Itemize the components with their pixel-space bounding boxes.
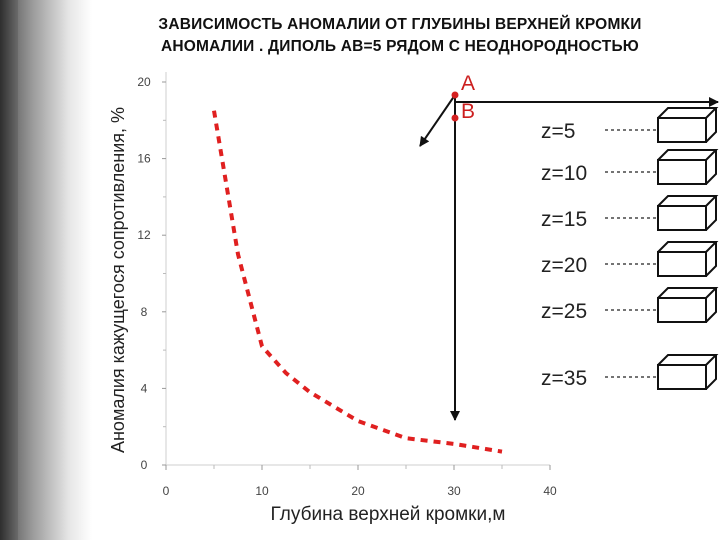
box-top-face — [657, 354, 719, 366]
anomaly-body-box — [657, 149, 719, 185]
depth-label: z=5 — [541, 120, 575, 143]
box-side-face — [705, 355, 717, 390]
box-side-face — [705, 288, 717, 323]
box-front-face — [657, 159, 707, 185]
electrode-a-label: A — [461, 72, 475, 95]
depth-label: z=35 — [541, 367, 587, 390]
depth-row: z=20 — [541, 241, 719, 277]
box-front-face — [657, 297, 707, 323]
box-top-face — [657, 195, 719, 207]
depth-row: z=10 — [541, 149, 719, 185]
electrode-a-point — [451, 91, 459, 99]
y-tick-label: 20 — [137, 75, 151, 89]
depth-row: z=35 — [541, 354, 719, 390]
slide-title: ЗАВИСИМОСТЬ АНОМАЛИИ ОТ ГЛУБИНЫ ВЕРХНЕЙ … — [95, 14, 705, 58]
x-axis-label: Глубина верхней кромки,м — [271, 504, 506, 525]
y-tick-label: 4 — [141, 381, 148, 395]
plot-frame — [165, 72, 550, 466]
y-tick-label: 8 — [141, 305, 148, 319]
dipole-schematic: A B z=5 z=10 z=15 z=20 z=25 z=35 — [419, 72, 719, 421]
depth-row: z=15 — [541, 195, 719, 231]
anomaly-body-box — [657, 241, 719, 277]
anomaly-body-box — [657, 287, 719, 323]
electrode-b-point — [451, 114, 459, 122]
anomaly-body-box — [657, 354, 719, 390]
box-front-face — [657, 251, 707, 277]
depth-label: z=10 — [541, 162, 587, 185]
box-front-face — [657, 117, 707, 143]
box-side-face — [705, 150, 717, 185]
box-top-face — [657, 149, 719, 161]
left-decorative-edge — [0, 0, 18, 540]
box-top-face — [657, 241, 719, 253]
diagonal-arrow — [419, 94, 456, 147]
depth-row: z=5 — [541, 107, 719, 143]
title-line-2: АНОМАЛИИ . ДИПОЛЬ АВ=5 РЯДОМ С НЕОДНОРОД… — [161, 38, 639, 55]
y-tick-label: 16 — [137, 152, 151, 166]
depth-label: z=20 — [541, 254, 587, 277]
x-tick-label: 10 — [255, 484, 269, 498]
box-top-face — [657, 107, 719, 119]
depth-label: z=25 — [541, 300, 587, 323]
box-front-face — [657, 205, 707, 231]
y-tick-label: 12 — [137, 228, 151, 242]
y-tick-label: 0 — [141, 458, 148, 472]
anomaly-body-box — [657, 107, 719, 143]
box-side-face — [705, 196, 717, 231]
depth-rows: z=5 z=10 z=15 z=20 z=25 z=35 — [541, 107, 719, 390]
x-tick-label: 0 — [163, 484, 170, 498]
box-top-face — [657, 287, 719, 299]
electrode-b-label: B — [461, 100, 475, 123]
depth-row: z=25 — [541, 287, 719, 323]
x-tick-label: 30 — [447, 484, 461, 498]
y-tick-group: 0 4 8 12 16 20 — [137, 75, 166, 472]
x-tick-label: 20 — [351, 484, 365, 498]
box-side-face — [705, 108, 717, 143]
depth-label: z=15 — [541, 208, 587, 231]
box-side-face — [705, 242, 717, 277]
x-tick-label: 40 — [543, 484, 557, 498]
series-line — [212, 110, 503, 454]
x-tick-group: 0 10 20 30 40 — [163, 465, 557, 498]
box-front-face — [657, 364, 707, 390]
series-group — [212, 110, 503, 454]
title-line-1: ЗАВИСИМОСТЬ АНОМАЛИИ ОТ ГЛУБИНЫ ВЕРХНЕЙ … — [158, 16, 642, 33]
y-axis-label: Аномалия кажущегося сопротивления, % — [108, 107, 128, 453]
anomaly-body-box — [657, 195, 719, 231]
